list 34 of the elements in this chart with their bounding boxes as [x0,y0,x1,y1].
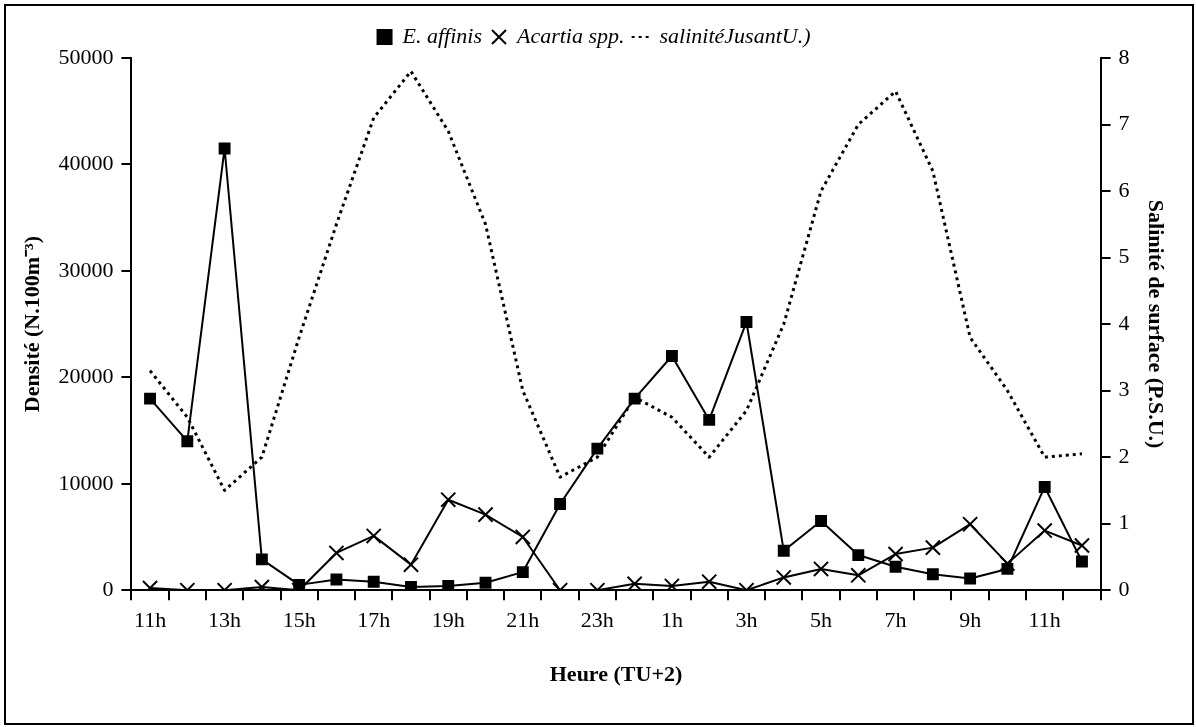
y2-tick-label: 0 [1118,575,1130,601]
x-tick-label: 23h [580,607,614,633]
x-tick-label: 7h [884,607,907,633]
y2-tick-label: 8 [1118,43,1130,69]
y2-tick-label: 5 [1118,243,1130,269]
y-tick-label: 40000 [58,150,114,176]
y2-tick-label: 4 [1118,309,1130,335]
x-tick-label: 9h [959,607,982,633]
y2-axis-title: Salinité de surface (P.S.U.) [1144,199,1170,449]
legend-label: salinitéJusantU.) [659,22,811,48]
x-axis-title: Heure (TU+2) [549,661,683,687]
y2-tick-label: 2 [1118,442,1130,468]
x-tick-label: 17h [357,607,391,633]
y-tick-label: 30000 [58,256,114,282]
y2-tick-label: 1 [1118,509,1130,535]
y-tick-label: 20000 [58,363,114,389]
x-tick-label: 5h [810,607,833,633]
x-tick-label: 11h [133,607,167,633]
y-tick-label: 0 [102,575,114,601]
x-tick-label: 3h [735,607,758,633]
y2-tick-label: 3 [1118,376,1130,402]
y-tick-label: 50000 [58,43,114,69]
y2-tick-label: 7 [1118,110,1130,136]
y2-tick-label: 6 [1118,176,1130,202]
x-tick-label: 1h [660,607,683,633]
legend-label: E. affinis [401,22,482,48]
x-tick-label: 15h [282,607,316,633]
legend-label: Acartia spp. [514,22,625,48]
y-axis-title: Densité (N.100m⁻³) [18,236,44,413]
y-tick-label: 10000 [58,469,114,495]
x-tick-label: 19h [431,607,465,633]
x-tick-label: 21h [506,607,540,633]
x-tick-label: 13h [208,607,242,633]
x-tick-label: 11h [1028,607,1061,633]
